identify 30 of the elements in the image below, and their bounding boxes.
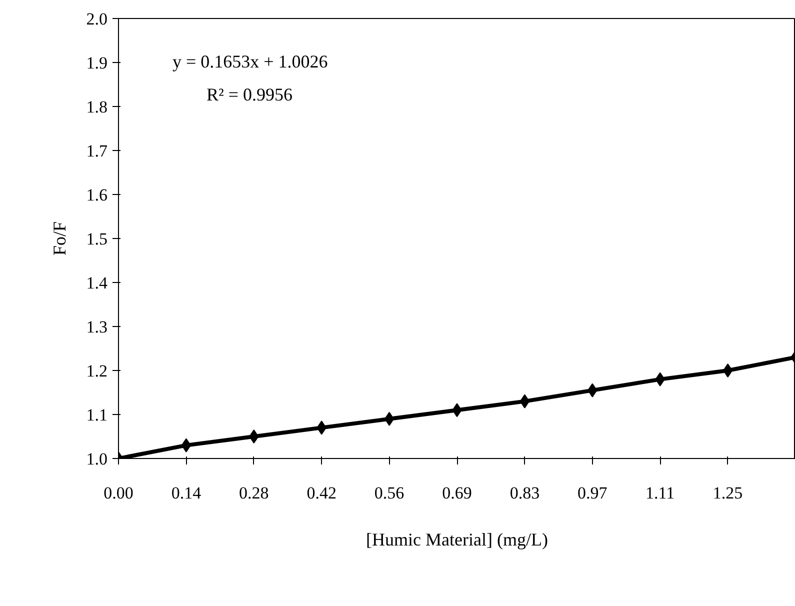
point xyxy=(722,364,733,378)
annotation: R² = 0.9956 xyxy=(206,84,293,104)
point xyxy=(249,430,259,444)
x-axis-title: [Humic Material] (mg/L) xyxy=(366,530,548,550)
y-tick-label: 1.9 xyxy=(86,54,108,72)
x-tick-label: 0.97 xyxy=(578,484,608,502)
y-tick-label: 1.8 xyxy=(86,98,108,116)
y-tick-label: 1.4 xyxy=(86,274,108,292)
y-tick-label: 1.6 xyxy=(86,186,108,204)
x-tick-label: 0.83 xyxy=(510,484,540,502)
y-tick-label: 1.5 xyxy=(86,230,108,248)
x-tick-label: 1.25 xyxy=(712,484,743,502)
x-tick-label: 0.69 xyxy=(442,484,472,502)
annotation: y = 0.1653x + 1.0026 xyxy=(172,52,328,72)
y-tick-label: 2.0 xyxy=(86,10,108,28)
x-tick-label: 1.11 xyxy=(646,484,675,502)
x-tick-label: 0.00 xyxy=(104,484,134,502)
point xyxy=(384,412,394,426)
y-tick-label: 1.1 xyxy=(86,406,108,424)
y-axis-title: Fo/F xyxy=(49,221,70,256)
y-tick-label: 1.0 xyxy=(86,450,108,468)
point xyxy=(181,438,192,452)
y-tick-label: 1.7 xyxy=(86,142,108,160)
y-tick-label: 1.2 xyxy=(86,362,108,380)
x-tick-label: 0.56 xyxy=(374,484,404,502)
point xyxy=(520,394,530,408)
x-tick-label: 0.14 xyxy=(171,484,202,502)
x-tick-label: 0.28 xyxy=(239,484,269,502)
y-tick-label: 1.3 xyxy=(86,318,108,336)
x-tick-label: 0.42 xyxy=(306,484,336,502)
